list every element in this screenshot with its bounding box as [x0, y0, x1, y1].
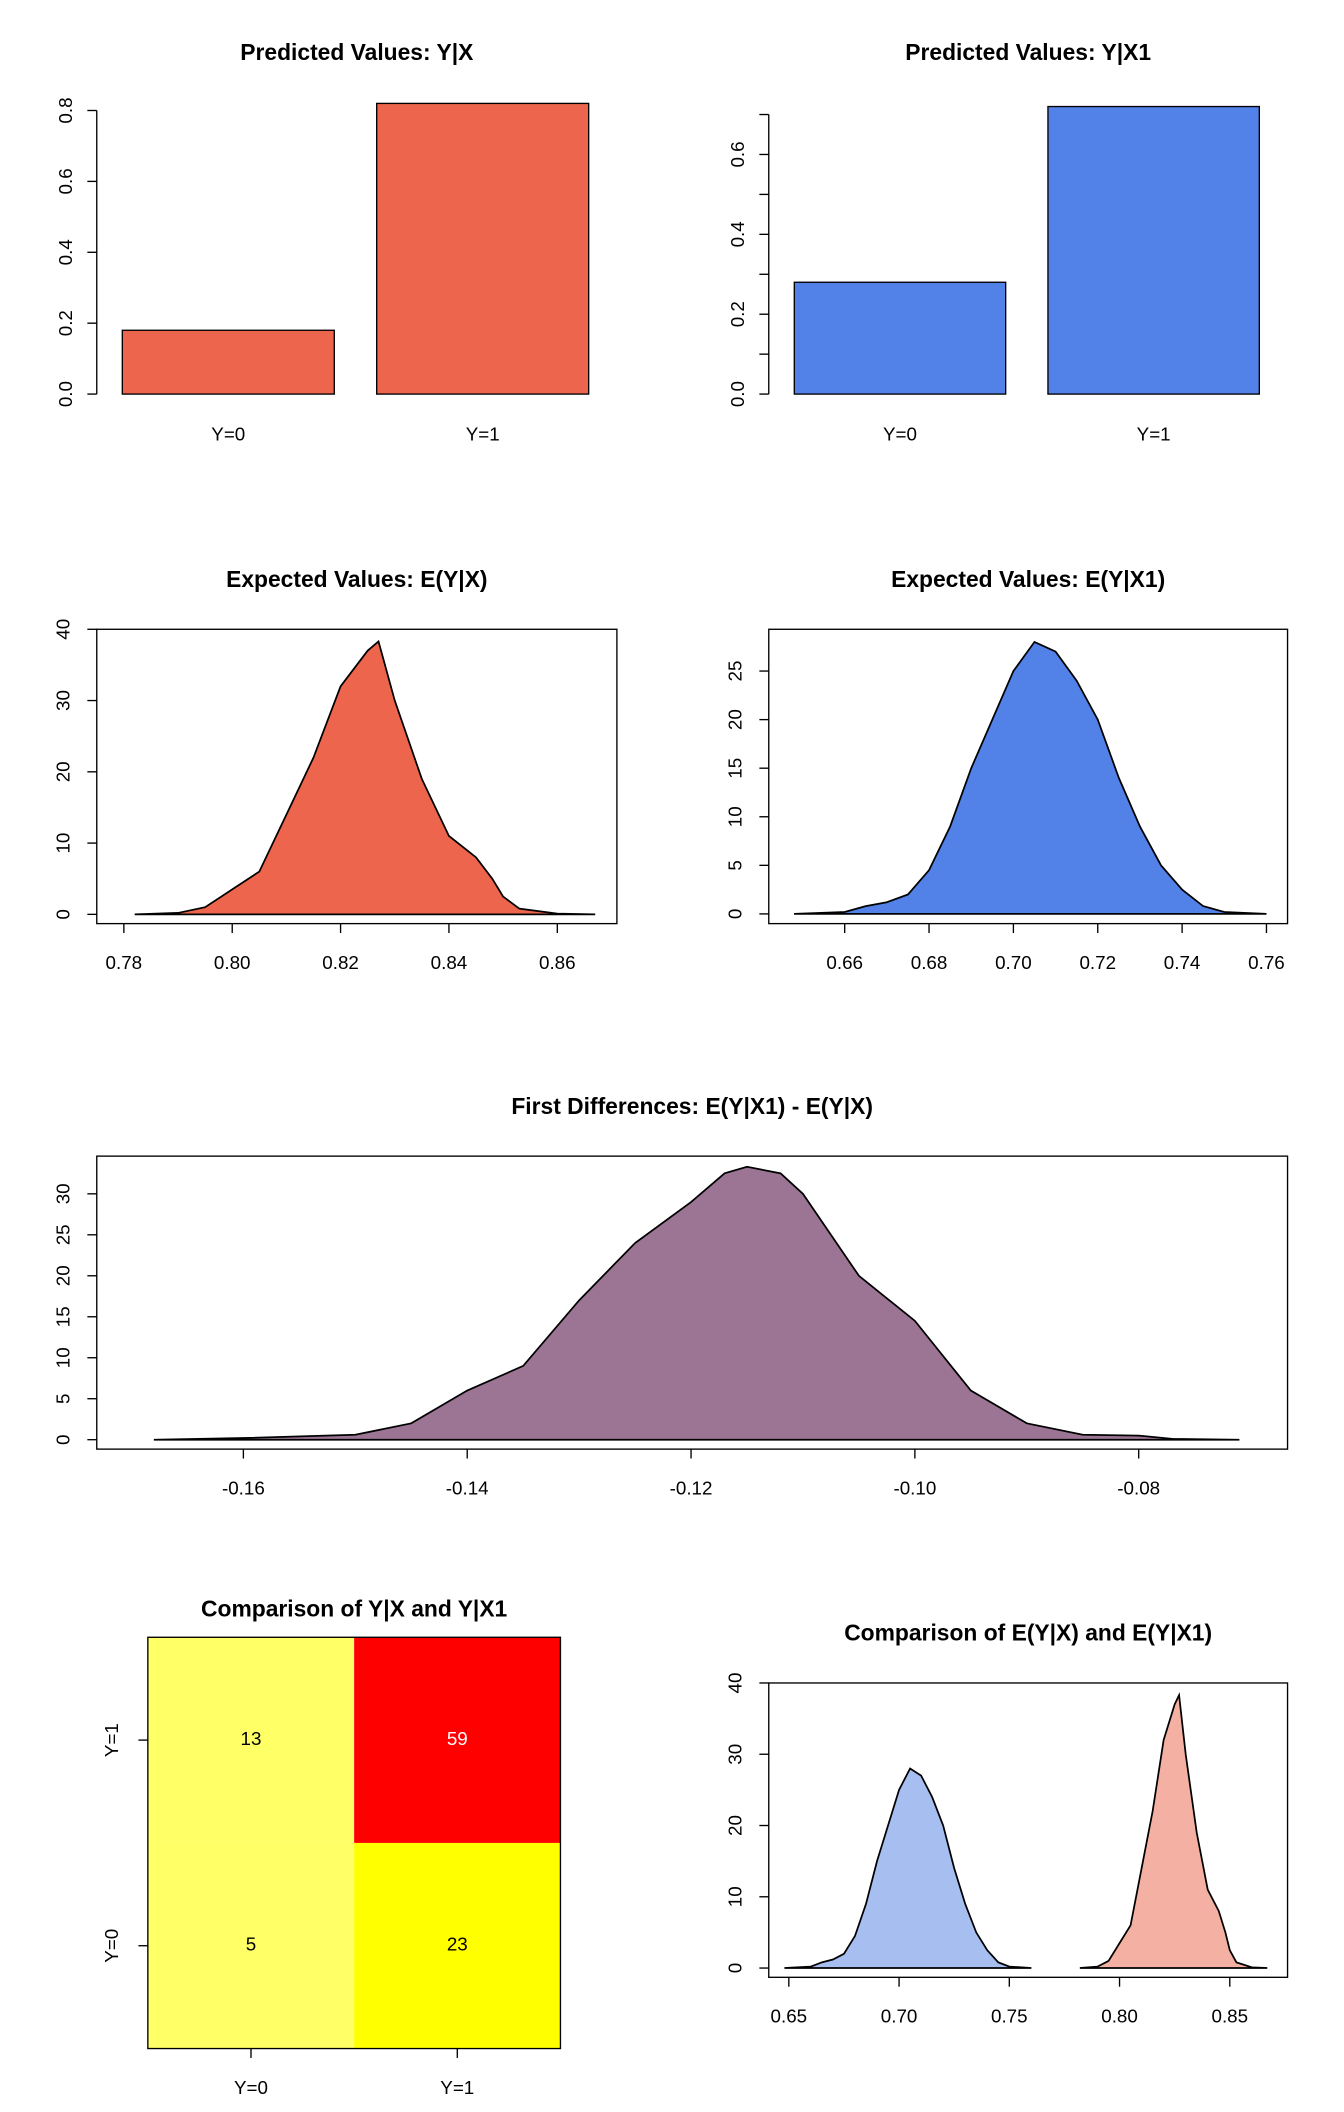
plot-box	[768, 628, 1289, 925]
y-tick-label: 0	[52, 1434, 73, 1444]
x-tick-label: 0.65	[771, 2006, 808, 2027]
x-tick-label: 0.84	[431, 952, 468, 973]
bar	[1047, 105, 1261, 395]
y-tick-label: 10	[52, 1347, 73, 1368]
density-area	[1079, 1691, 1268, 1969]
y-tick-label: 30	[52, 1183, 73, 1204]
x-tick-label: -0.10	[893, 1477, 936, 1498]
y-tick-label: 0.6	[55, 168, 76, 194]
y-tick-label: 20	[724, 1815, 745, 1836]
y-tick-label: 0.2	[55, 310, 76, 336]
chart-title: Predicted Values: Y|X1	[905, 39, 1151, 65]
plot-box	[96, 628, 618, 925]
y-tick-label: 0	[52, 909, 73, 919]
y-tick-label: Y=0	[101, 1929, 122, 1963]
chart-title: Comparison of Y|X and Y|X1	[201, 1595, 508, 1621]
y-tick-label: 0	[724, 909, 745, 919]
y-tick-label: 10	[724, 806, 745, 827]
bar	[121, 329, 335, 395]
chart-title: Expected Values: E(Y|X1)	[891, 566, 1165, 592]
x-tick-label: 0.78	[106, 952, 143, 973]
y-tick-label: 0.4	[55, 239, 76, 265]
y-tick-label: 20	[724, 709, 745, 730]
y-tick-label: 30	[52, 690, 73, 711]
y-tick-label: 10	[52, 833, 73, 854]
y-tick-label: 0.2	[727, 301, 748, 327]
x-tick-label: 0.86	[539, 952, 576, 973]
y-tick-label: 0.8	[55, 97, 76, 123]
density-area	[153, 1165, 1240, 1441]
y-tick-label: 25	[52, 1224, 73, 1245]
y-tick-label: 0.4	[727, 221, 748, 247]
density-area	[784, 1767, 1032, 1969]
y-tick-label: Y=1	[101, 1723, 122, 1757]
x-tick-label: Y=0	[234, 2077, 268, 2098]
chart-title: First Differences: E(Y|X1) - E(Y|X)	[511, 1093, 873, 1119]
cell-label: 5	[246, 1934, 256, 1955]
y-tick-label: 20	[52, 1265, 73, 1286]
x-tick-label: -0.08	[1117, 1477, 1160, 1498]
x-tick-label: 0.80	[214, 952, 251, 973]
x-tick-label: Y=1	[466, 424, 500, 445]
x-tick-label: 0.72	[1079, 952, 1116, 973]
y-tick-label: 15	[52, 1306, 73, 1327]
x-tick-label: Y=0	[883, 424, 917, 445]
y-tick-label: 15	[724, 758, 745, 779]
heat-cell	[354, 1842, 561, 2049]
x-tick-label: Y=1	[440, 2077, 474, 2098]
y-tick-label: 0.0	[727, 381, 748, 407]
y-tick-label: 40	[52, 619, 73, 640]
plot-box	[96, 1155, 1289, 1450]
x-tick-label: 0.76	[1248, 952, 1285, 973]
chart-title: Expected Values: E(Y|X)	[226, 566, 487, 592]
x-tick-label: Y=0	[211, 424, 245, 445]
x-tick-label: Y=1	[1137, 424, 1171, 445]
density-area	[794, 640, 1267, 915]
x-tick-label: 0.70	[881, 2006, 918, 2027]
cell-label: 23	[447, 1934, 468, 1955]
plot-box	[147, 1636, 562, 2050]
bar	[793, 281, 1007, 395]
x-tick-label: 0.74	[1164, 952, 1201, 973]
x-tick-label: 0.85	[1211, 2006, 1248, 2027]
x-tick-label: 0.82	[322, 952, 359, 973]
chart-title: Comparison of E(Y|X) and E(Y|X1)	[844, 1620, 1212, 1646]
x-tick-label: -0.12	[670, 1477, 713, 1498]
chart-title: Predicted Values: Y|X	[240, 39, 474, 65]
y-tick-label: 0.6	[727, 141, 748, 167]
y-tick-label: 0.0	[55, 381, 76, 407]
heat-cell	[147, 1637, 355, 1843]
y-tick-label: 25	[724, 661, 745, 682]
heat-cell	[354, 1637, 561, 1843]
cell-label: 59	[447, 1728, 468, 1749]
x-tick-label: -0.16	[222, 1477, 265, 1498]
y-tick-label: 5	[52, 1393, 73, 1403]
x-tick-label: 0.68	[911, 952, 948, 973]
x-tick-label: -0.14	[446, 1477, 489, 1498]
y-tick-label: 30	[724, 1744, 745, 1765]
y-tick-label: 10	[724, 1886, 745, 1907]
density-area	[134, 639, 596, 916]
y-tick-label: 5	[724, 860, 745, 870]
y-tick-label: 20	[52, 761, 73, 782]
bar	[376, 102, 590, 395]
x-tick-label: 0.70	[995, 952, 1032, 973]
y-tick-label: 40	[724, 1673, 745, 1694]
x-tick-label: 0.80	[1101, 2006, 1138, 2027]
x-tick-label: 0.66	[826, 952, 863, 973]
x-tick-label: 0.75	[991, 2006, 1028, 2027]
cell-label: 13	[241, 1728, 262, 1749]
y-tick-label: 0	[724, 1963, 745, 1973]
plot-box	[768, 1682, 1289, 1978]
heat-cell	[147, 1842, 355, 2049]
